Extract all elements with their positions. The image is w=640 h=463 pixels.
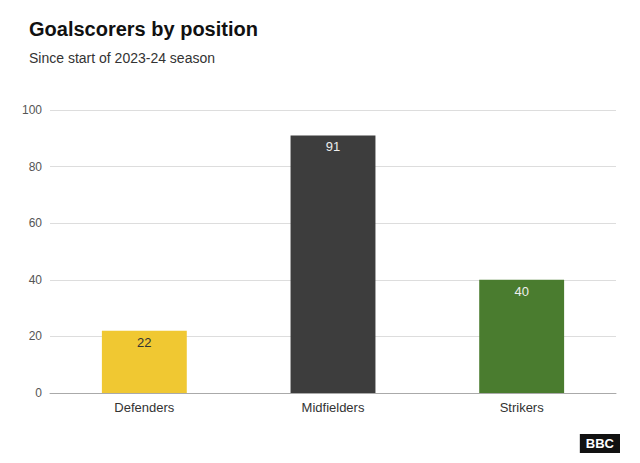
svg-text:100: 100 bbox=[22, 103, 42, 117]
svg-text:Since start of 2023-24 season: Since start of 2023-24 season bbox=[29, 50, 215, 66]
svg-text:BBC: BBC bbox=[586, 436, 615, 451]
svg-text:40: 40 bbox=[29, 273, 43, 287]
svg-text:0: 0 bbox=[35, 386, 42, 400]
svg-text:Defenders: Defenders bbox=[114, 400, 174, 415]
svg-text:60: 60 bbox=[29, 216, 43, 230]
svg-text:Goalscorers by position: Goalscorers by position bbox=[29, 18, 258, 40]
svg-text:Midfielders: Midfielders bbox=[302, 400, 365, 415]
svg-text:40: 40 bbox=[514, 284, 528, 299]
svg-text:80: 80 bbox=[29, 160, 43, 174]
svg-text:Strikers: Strikers bbox=[500, 400, 545, 415]
svg-text:20: 20 bbox=[29, 329, 43, 343]
svg-text:22: 22 bbox=[137, 335, 151, 350]
svg-text:91: 91 bbox=[326, 139, 340, 154]
